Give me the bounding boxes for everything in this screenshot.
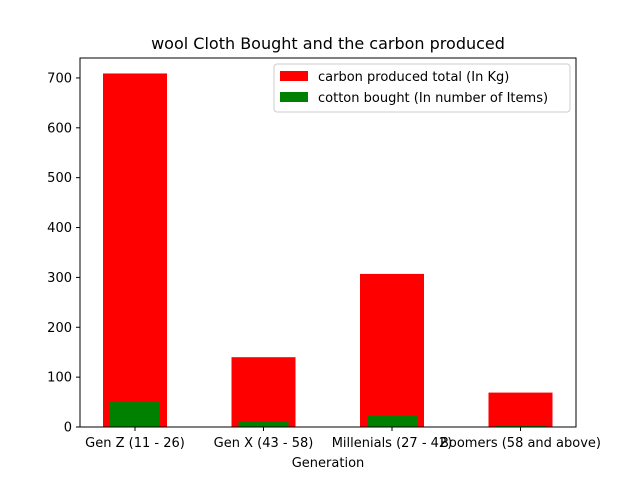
bars-layer: [103, 73, 553, 428]
bar-carbon-1: [231, 357, 296, 427]
legend-label-1: cotton bought (In number of Items): [318, 91, 548, 106]
x-tick-label-2: Millenials (27 - 42): [332, 436, 453, 451]
y-tick-label-7: 700: [47, 71, 72, 86]
bar-cotton-3: [495, 425, 546, 427]
legend-swatch-1: [280, 92, 308, 102]
x-axis: Gen Z (11 - 26) Gen X (43 - 58) Millenials…: [85, 427, 601, 451]
bar-cotton-1: [238, 422, 289, 427]
bar-cotton-0: [110, 402, 160, 427]
legend-box: [273, 63, 571, 113]
legend-label-0: carbon produced total (In Kg): [318, 70, 509, 85]
y-tick-label-0: 0: [64, 421, 72, 436]
x-axis-label: Generation: [292, 456, 365, 471]
y-tick-label-3: 300: [47, 271, 72, 286]
bar-carbon-3: [488, 392, 553, 427]
y-tick-label-5: 500: [47, 171, 72, 186]
plot-frame: [79, 57, 577, 428]
chart-title: wool Cloth Bought and the carbon produce…: [151, 34, 505, 53]
x-tick-label-1: Gen X (43 - 58): [214, 436, 314, 451]
y-axis: 0 100 200 300 400 500 600 700: [47, 71, 80, 436]
legend-swatch-0: [280, 71, 308, 81]
y-tick-label-1: 100: [47, 371, 72, 386]
bar-carbon-0: [103, 73, 167, 428]
x-tick-label-0: Gen Z (11 - 26): [85, 436, 185, 451]
y-tick-label-4: 400: [47, 221, 72, 236]
y-tick-label-6: 600: [47, 121, 72, 136]
bar-carbon-2: [360, 273, 424, 427]
x-tick-label-3: Boomers (58 and above): [440, 436, 601, 451]
bar-cotton-2: [367, 416, 417, 427]
y-tick-label-2: 200: [47, 321, 72, 336]
legend: carbon produced total (In Kg) cotton boug…: [273, 63, 571, 113]
